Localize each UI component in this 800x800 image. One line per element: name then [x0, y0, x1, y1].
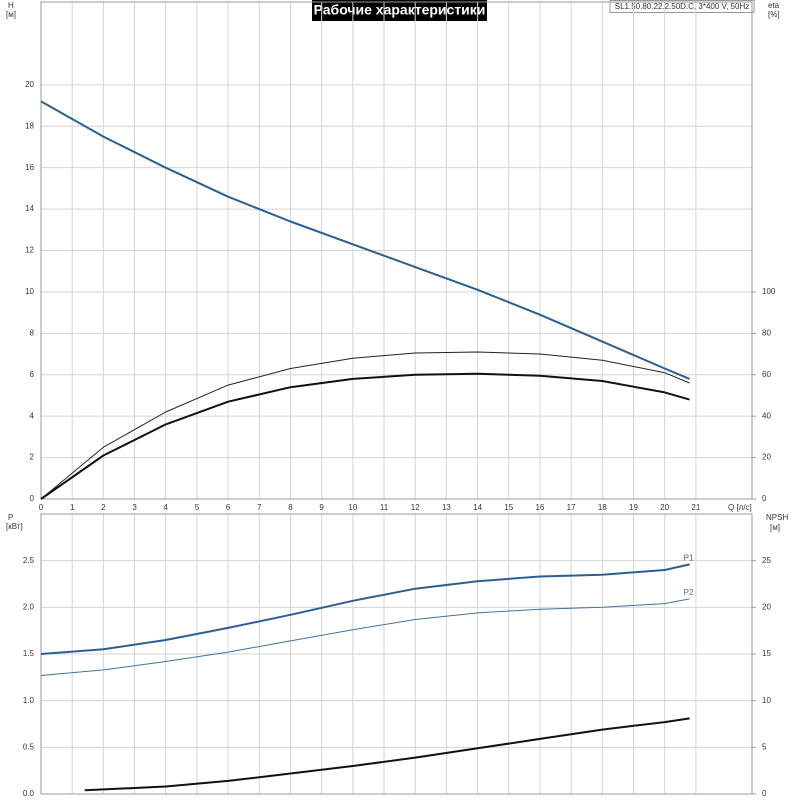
y-unit: [м] [6, 10, 16, 19]
y-tick-label: 4 [30, 411, 35, 420]
x-tick-label: 8 [288, 503, 293, 512]
y-label: H [8, 1, 14, 10]
x-tick-label: 10 [348, 503, 357, 512]
series-line [40, 372, 690, 500]
title-box [312, 0, 487, 21]
y2-tick-label: 80 [762, 328, 771, 337]
series-label: P1 [684, 554, 694, 563]
x-tick-label: 5 [195, 503, 200, 512]
y-tick-label: 6 [30, 370, 35, 379]
x-tick-label: 19 [629, 503, 638, 512]
plot-frame [40, 1, 753, 500]
x-tick-label: 1 [70, 503, 75, 512]
y-tick-label: 18 [25, 121, 34, 130]
y2-label: NPSH [766, 513, 788, 522]
y2-tick-label: 25 [762, 556, 771, 565]
y2-tick-label: 20 [762, 453, 771, 462]
y2-unit: [%] [768, 10, 780, 19]
series-line [40, 598, 690, 676]
y2-unit: [м] [770, 523, 780, 532]
x-label: Q [л/с] [728, 503, 752, 512]
chart-title: Рабочие характеристики [314, 2, 486, 18]
model-box [609, 0, 755, 13]
x-tick-label: 20 [660, 503, 669, 512]
x-tick-label: 6 [226, 503, 231, 512]
x-tick-label: 15 [504, 503, 513, 512]
x-tick-label: 9 [319, 503, 324, 512]
y-tick-label: 16 [25, 163, 34, 172]
y-tick-label: 12 [25, 246, 34, 255]
y-tick-label: 2.5 [23, 556, 35, 565]
y2-tick-label: 10 [762, 696, 771, 705]
x-tick-label: 17 [567, 503, 576, 512]
x-tick-label: 0 [39, 503, 44, 512]
x-tick-label: 12 [411, 503, 420, 512]
y-tick-label: 0.5 [23, 742, 35, 751]
y-label: P [8, 513, 13, 522]
series-line [40, 351, 690, 500]
x-tick-label: 11 [380, 503, 389, 512]
x-tick-label: 4 [164, 503, 169, 512]
y2-tick-label: 40 [762, 411, 771, 420]
x-tick-label: 18 [598, 503, 607, 512]
y-tick-label: 2.0 [23, 602, 35, 611]
series-line [40, 563, 690, 655]
y2-tick-label: 5 [762, 742, 767, 751]
x-tick-label: 16 [535, 503, 544, 512]
x-tick-label: 3 [132, 503, 137, 512]
model-label: SL1.50.80.22.2.50D.C, 3*400 V, 50Hz [615, 2, 749, 11]
x-tick-label: 14 [473, 503, 482, 512]
y-tick-label: 14 [25, 204, 34, 213]
y-tick-label: 1.0 [23, 696, 35, 705]
y-tick-label: 1.5 [23, 649, 35, 658]
y2-tick-label: 0 [762, 494, 767, 503]
y2-tick-label: 0 [762, 789, 767, 798]
y-tick-label: 10 [25, 287, 34, 296]
y-tick-label: 0 [30, 494, 35, 503]
series-line [84, 717, 690, 792]
y-tick-label: 20 [25, 80, 34, 89]
y2-label: eta [768, 1, 780, 10]
y-tick-label: 0.0 [23, 789, 35, 798]
y2-tick-label: 20 [762, 602, 771, 611]
y2-tick-label: 15 [762, 649, 771, 658]
x-tick-label: 2 [101, 503, 106, 512]
series-label: P2 [684, 588, 694, 597]
y-tick-label: 2 [30, 453, 35, 462]
y-tick-label: 8 [30, 328, 35, 337]
y-unit: [кВт] [6, 522, 23, 531]
y2-tick-label: 100 [762, 287, 776, 296]
y2-tick-label: 60 [762, 370, 771, 379]
series-line [40, 100, 690, 380]
x-tick-label: 13 [442, 503, 451, 512]
x-tick-label: 7 [257, 503, 262, 512]
x-tick-label: 21 [691, 503, 700, 512]
